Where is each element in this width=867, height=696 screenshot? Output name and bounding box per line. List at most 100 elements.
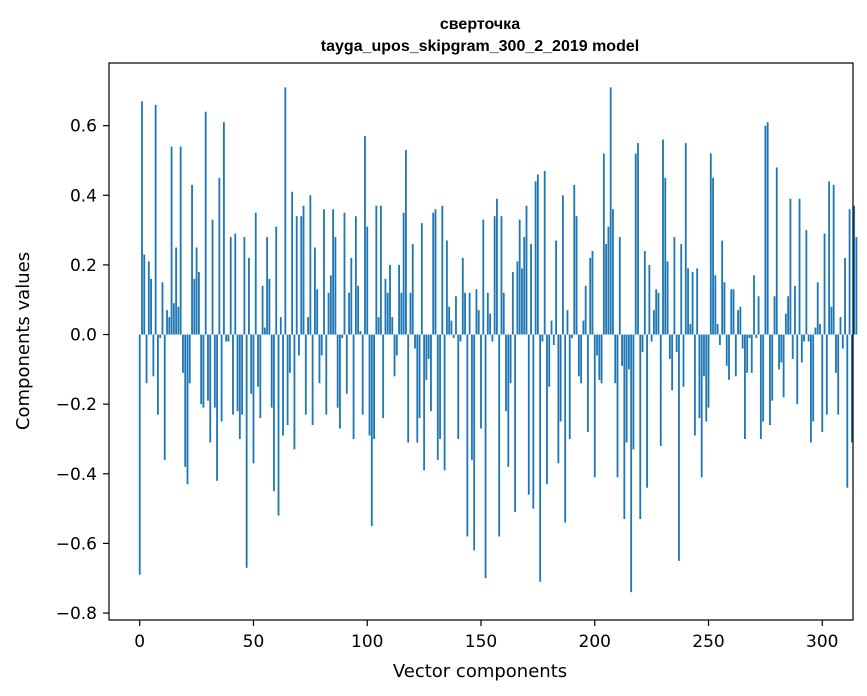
bar-71 (300, 216, 303, 335)
bar-161 (505, 334, 507, 412)
bar-56 (266, 237, 269, 335)
bar-67 (291, 191, 294, 335)
bar-295 (810, 334, 812, 443)
bar-241 (687, 268, 689, 335)
bar-202 (598, 334, 601, 380)
bar-237 (678, 334, 680, 561)
bar-50 (252, 334, 255, 464)
bar-157 (496, 198, 498, 335)
bar-21 (186, 334, 189, 485)
bar-231 (664, 177, 667, 335)
chart-title: сверточка (440, 16, 520, 33)
bar-171 (527, 334, 530, 495)
bar-30 (207, 334, 209, 401)
bar-269 (750, 334, 753, 373)
bar-104 (375, 205, 378, 335)
bar-307 (837, 334, 840, 415)
bar-179 (546, 334, 548, 485)
bar-45 (241, 334, 244, 415)
bar-210 (616, 334, 619, 478)
bar-154 (489, 313, 492, 335)
bar-112 (393, 334, 396, 377)
bar-195 (582, 320, 585, 335)
bar-132 (439, 334, 441, 439)
bar-1 (141, 101, 143, 335)
bar-253 (714, 275, 717, 335)
bar-22 (188, 334, 191, 384)
bar-291 (800, 334, 803, 363)
bar-191 (573, 184, 576, 335)
bar-7 (154, 104, 157, 335)
bar-36 (220, 334, 223, 422)
bar-series (138, 87, 858, 593)
bar-225 (650, 334, 653, 342)
bar-33 (213, 334, 216, 408)
bar-126 (425, 334, 428, 380)
bar-222 (643, 250, 646, 335)
bar-68 (293, 334, 296, 450)
bar-246 (698, 334, 701, 419)
bar-141 (459, 334, 462, 342)
bar-181 (550, 320, 553, 335)
bar-166 (516, 261, 519, 335)
bar-0 (138, 334, 141, 575)
bar-257 (723, 282, 726, 335)
bar-159 (500, 216, 503, 335)
bar-220 (639, 334, 642, 520)
bar-304 (830, 306, 833, 335)
bar-276 (766, 122, 769, 335)
bar-258 (725, 334, 728, 366)
bar-101 (368, 334, 371, 436)
bar-277 (769, 334, 771, 426)
bar-212 (621, 334, 623, 366)
bar-80 (320, 334, 323, 356)
bar-29 (204, 111, 207, 335)
bar-139 (455, 296, 457, 335)
bar-262 (734, 334, 737, 377)
bar-133 (441, 205, 444, 335)
bar-91 (345, 334, 348, 394)
bar-177 (541, 334, 544, 342)
bar-6 (152, 334, 155, 377)
bar-74 (307, 317, 309, 335)
bar-296 (812, 334, 815, 422)
bar-46 (243, 237, 246, 335)
bar-151 (482, 219, 485, 335)
bar-129 (432, 212, 435, 335)
bar-62 (279, 317, 282, 335)
bar-267 (746, 334, 749, 373)
bar-261 (732, 289, 735, 335)
bar-122 (416, 334, 419, 443)
bar-76 (311, 334, 314, 426)
bar-143 (464, 292, 466, 335)
bar-137 (450, 320, 453, 335)
bar-42 (234, 233, 237, 335)
x-tick-label: 150 (465, 632, 497, 652)
bar-213 (623, 334, 626, 520)
bar-192 (575, 216, 578, 335)
bar-313 (850, 334, 853, 443)
bar-240 (684, 143, 687, 335)
bar-259 (728, 334, 730, 380)
bar-193 (577, 334, 580, 377)
bar-273 (759, 334, 762, 439)
bar-32 (211, 219, 214, 335)
bar-87 (336, 334, 339, 408)
bar-61 (277, 334, 280, 516)
bar-263 (737, 310, 740, 335)
bar-186 (562, 195, 564, 335)
bar-235 (673, 237, 676, 335)
bar-121 (414, 334, 416, 349)
bar-176 (539, 334, 542, 582)
bar-48 (248, 257, 250, 335)
bar-70 (298, 334, 300, 356)
bar-58 (270, 334, 273, 408)
bar-109 (386, 292, 389, 335)
bar-38 (225, 334, 228, 342)
bar-53 (259, 334, 262, 419)
bar-162 (507, 334, 510, 467)
bar-224 (648, 264, 651, 335)
bar-27 (200, 334, 203, 405)
bar-238 (680, 244, 683, 335)
